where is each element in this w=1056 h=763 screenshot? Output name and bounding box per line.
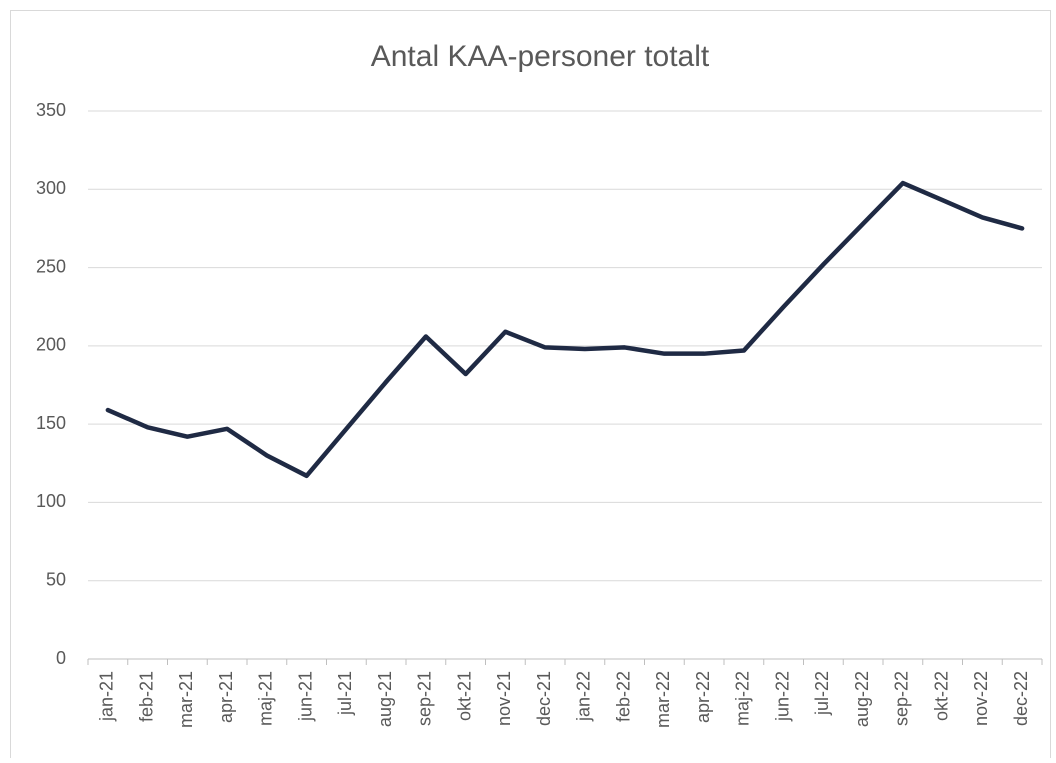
y-tick-label: 0	[56, 648, 66, 668]
x-tick-label: dec-21	[534, 671, 554, 726]
x-tick-label: feb-22	[613, 671, 633, 722]
y-tick-label: 150	[36, 413, 66, 433]
chart-border	[10, 10, 1051, 763]
y-tick-label: 50	[46, 569, 66, 589]
x-tick-label: mar-21	[176, 671, 196, 728]
y-tick-label: 250	[36, 256, 66, 276]
chart-title: Antal KAA-personer totalt	[371, 40, 710, 73]
x-tick-label: dec-22	[1011, 671, 1031, 726]
x-tick-label: apr-22	[693, 671, 713, 723]
x-tick-label: sep-22	[892, 671, 912, 726]
x-tick-label: jan-22	[574, 671, 594, 722]
x-tick-label: okt-22	[931, 671, 951, 721]
x-tick-label: jan-21	[97, 671, 117, 722]
x-tick-label: maj-22	[733, 671, 753, 726]
y-tick-label: 300	[36, 178, 66, 198]
x-tick-label: jun-22	[772, 671, 792, 722]
x-tick-label: jun-21	[295, 671, 315, 722]
y-tick-label: 100	[36, 491, 66, 511]
x-tick-label: maj-21	[256, 671, 276, 726]
x-tick-label: jul-22	[812, 671, 832, 716]
x-tick-label: nov-22	[971, 671, 991, 726]
x-tick-label: nov-21	[494, 671, 514, 726]
x-tick-label: feb-21	[136, 671, 156, 722]
x-tick-label: jul-21	[335, 671, 355, 716]
y-tick-label: 350	[36, 100, 66, 120]
x-tick-label: okt-21	[454, 671, 474, 721]
x-tick-label: mar-22	[653, 671, 673, 728]
x-tick-label: aug-22	[852, 671, 872, 727]
x-tick-label: sep-21	[415, 671, 435, 726]
data-line	[105, 180, 1025, 479]
x-tick-label: aug-21	[375, 671, 395, 727]
x-tick-label: apr-21	[216, 671, 236, 723]
y-tick-label: 200	[36, 335, 66, 355]
